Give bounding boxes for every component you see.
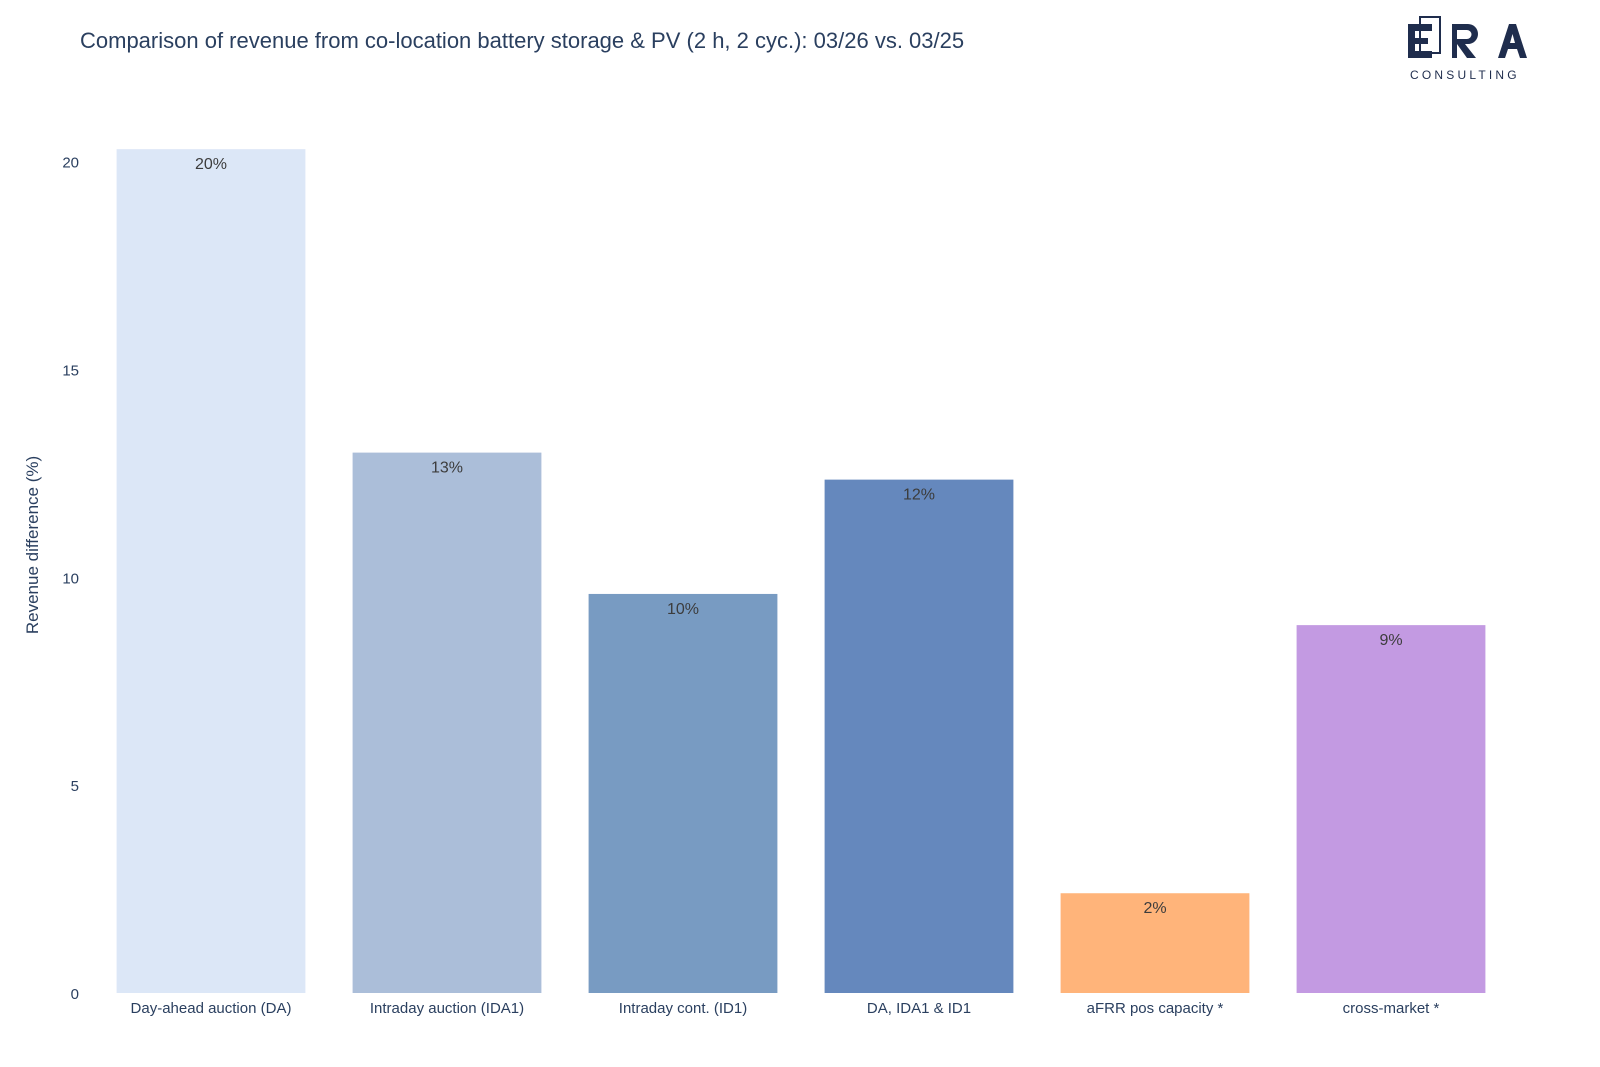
logo-subtext: CONSULTING	[1410, 68, 1520, 82]
bar-data-label: 10%	[667, 601, 699, 618]
x-tick-label: aFRR pos capacity *	[1087, 1000, 1224, 1017]
bar-data-label: 12%	[903, 487, 935, 504]
era-logo-mark	[1408, 16, 1527, 58]
x-tick-label: Day-ahead auction (DA)	[131, 1000, 292, 1017]
bar-data-label: 20%	[195, 156, 227, 173]
x-tick-label: cross-market *	[1343, 1000, 1440, 1017]
bar-data-label: 2%	[1143, 900, 1166, 917]
x-tick-label: Intraday auction (IDA1)	[370, 1000, 524, 1017]
x-tick-label: Intraday cont. (ID1)	[619, 1000, 747, 1017]
bar	[1296, 625, 1486, 993]
y-tick-label: 15	[62, 362, 79, 379]
x-tick-label: DA, IDA1 & ID1	[867, 1000, 971, 1017]
bar	[352, 452, 542, 993]
y-tick-label: 10	[62, 570, 79, 587]
bar-data-label: 13%	[431, 460, 463, 477]
y-tick-label: 20	[62, 155, 79, 172]
y-tick-label: 0	[71, 986, 79, 1003]
chart-title: Comparison of revenue from co-location b…	[80, 28, 965, 53]
bar	[116, 149, 306, 993]
bar	[588, 593, 778, 993]
bar	[1060, 893, 1250, 993]
bar-data-label: 9%	[1379, 632, 1402, 649]
bar	[824, 479, 1014, 993]
era-consulting-logo: CONSULTING	[1408, 16, 1532, 84]
y-tick-label: 5	[71, 778, 79, 795]
